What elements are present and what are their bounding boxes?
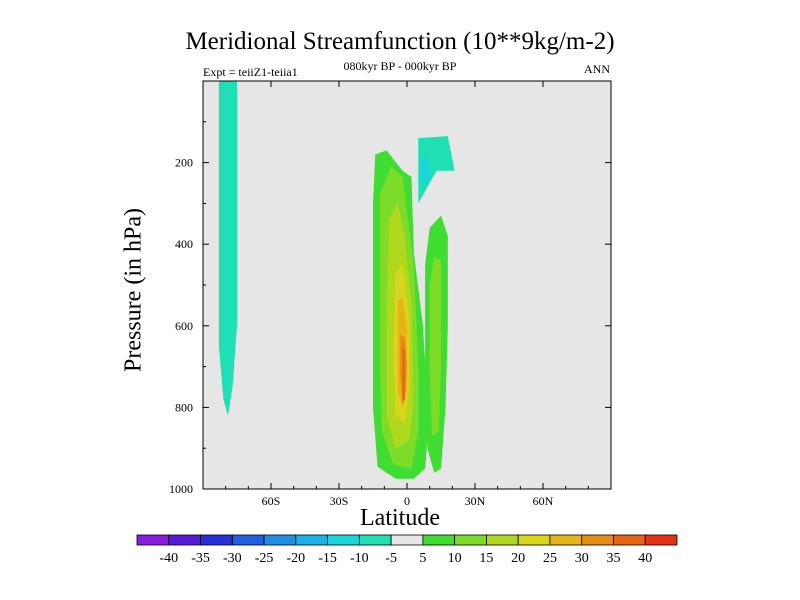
x-axis-label: Latitude (360, 505, 440, 531)
colorbar-swatch (295, 534, 328, 546)
chart-title: Meridional Streamfunction (10**9kg/m-2) (185, 28, 615, 55)
y-tick-label: 200 (175, 156, 193, 170)
colorbar-label: -40 (159, 551, 178, 566)
colorbar-label: 40 (638, 551, 652, 566)
colorbar-swatch (549, 534, 583, 546)
x-tick-label: 30S (330, 494, 349, 508)
x-tick-label: 60S (262, 494, 281, 508)
colorbar-swatch (454, 534, 487, 546)
colorbar-swatch (136, 534, 170, 546)
colorbar-label: 5 (419, 551, 426, 566)
colorbar-swatch (327, 534, 360, 546)
colorbar-label: 30 (575, 551, 589, 566)
season-label: ANN (584, 62, 610, 76)
x-axis: 60S 30S 0 30N 60N (225, 81, 589, 508)
colorbar-swatch (517, 534, 551, 546)
colorbar-label: -5 (385, 551, 397, 566)
colorbar-label: 20 (511, 551, 525, 566)
colorbar-swatch (422, 534, 456, 546)
chart-subtitle: 080kyr BP - 000kyr BP (343, 59, 457, 73)
colorbar-swatch (613, 534, 646, 546)
colorbar-swatch (644, 534, 678, 546)
contour-regions (218, 81, 455, 479)
colorbar-label: -20 (286, 551, 305, 566)
colorbar-label: 25 (543, 551, 557, 566)
contour-region-11 (402, 346, 405, 404)
y-tick-label: 800 (175, 400, 193, 414)
colorbar-label: -35 (191, 551, 210, 566)
contour-region-2 (420, 156, 430, 190)
colorbar-label: -25 (255, 551, 274, 566)
contour-region-0 (218, 81, 237, 416)
colorbar-swatch (200, 534, 233, 546)
colorbar-label: -15 (318, 551, 337, 566)
y-tick-label: 600 (175, 319, 193, 333)
y-tick-label: 1000 (169, 482, 193, 496)
colorbar-swatch (231, 534, 265, 546)
y-axis: 200 400 600 800 1000 (169, 121, 611, 496)
x-tick-label: 60N (533, 494, 554, 508)
colorbar-label: -10 (350, 551, 369, 566)
contour-region-1 (418, 136, 455, 204)
contour-region-6 (429, 256, 441, 436)
colorbar-swatch (581, 534, 614, 546)
colorbar: -40 -35 -30 -25 -20 -15 -10 -5 5 10 15 20 25 30 35 40 (136, 534, 678, 566)
colorbar-label: 35 (606, 551, 620, 566)
experiment-label: Expt = teiiZ1-teiia1 (203, 65, 298, 79)
colorbar-swatch (358, 534, 392, 546)
colorbar-label: -30 (223, 551, 242, 566)
colorbar-swatch (168, 534, 201, 546)
y-tick-label: 400 (175, 237, 193, 251)
colorbar-label: 15 (479, 551, 493, 566)
colorbar-swatch (263, 534, 297, 546)
colorbar-swatch (390, 534, 424, 546)
x-tick-label: 30N (465, 494, 486, 508)
x-tick-label: 0 (404, 494, 410, 508)
colorbar-label: 10 (448, 551, 462, 566)
colorbar-swatch (486, 534, 519, 546)
